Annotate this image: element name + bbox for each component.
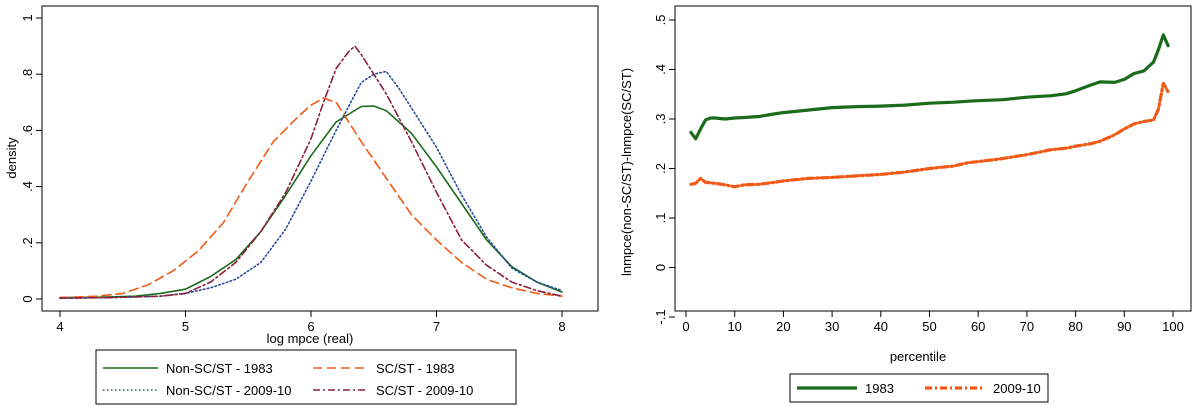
right-x-tick-label: 50 [922,319,936,334]
left-series-group [59,45,563,300]
left-legend-label: SC/ST - 1983 [376,361,455,376]
right-legend-label: 2009-10 [993,381,1041,396]
left-y-tick-label: 0 [20,295,35,302]
right-x-tick-label: 60 [971,319,985,334]
left-y-tick-label: .6 [20,125,35,136]
left-y-axis-label: density [4,137,19,179]
right-x-axis-label: percentile [890,349,946,364]
left-legend: Non-SC/ST - 1983 SC/ST - 1983 Non-SC/ST - … [95,349,517,405]
right-y-tick-label: .1 [653,213,668,224]
right-y-tick-label: .3 [653,114,668,125]
left-x-tick-label: 8 [558,319,565,334]
right-x-tick-label: 30 [825,319,839,334]
left-x-axis-label: log mpce (real) [267,331,354,346]
right-plot-frame [674,5,1192,312]
right-x-tick-label: 40 [874,319,888,334]
right-y-axis-label: lnmpce(non-SC/ST)-lnmpce(SC/ST) [619,68,634,276]
right-x-tick-label: 80 [1068,319,1082,334]
right-y-tick-label: .5 [653,15,668,26]
left-x-tick-label: 7 [433,319,440,334]
right-series-line-2 [689,81,1170,189]
left-legend-label: Non-SC/ST - 1983 [166,361,273,376]
right-legend: 1983 2009-10 [789,373,1049,403]
right-x-tick-label: 100 [1162,319,1184,334]
left-axes: 4 5 6 7 8 0 .2 .4 .6 .8 1 [20,14,566,334]
right-axes: 0 10 20 30 40 50 60 70 80 90 100 -.1 0 .1 .2 .3 .4 .5 [653,15,1184,334]
left-legend-label: Non-SC/ST - 2009-10 [166,383,292,398]
right-y-tick-label: .2 [653,163,668,174]
left-series-line-1 [59,105,563,299]
right-x-tick-label: 20 [776,319,790,334]
right-y-tick-label: 0 [653,264,668,271]
right-x-tick-label: 10 [727,319,741,334]
left-legend-box [95,349,517,405]
left-density-chart: 4 5 6 7 80.2.4.6.81 log mpce (real) density … [4,5,599,405]
right-x-tick-label: 70 [1020,319,1034,334]
left-y-tick-label: .4 [20,181,35,192]
left-series-line-2 [59,97,563,299]
left-y-tick-label: .2 [20,237,35,248]
right-x-tick-label: 90 [1117,319,1131,334]
right-series-line-1 [689,33,1170,141]
right-y-tick-label: -.1 [653,309,668,324]
left-legend-label: SC/ST - 2009-10 [376,383,473,398]
left-x-tick-label: 4 [56,319,63,334]
left-y-tick-label: .8 [20,69,35,80]
left-series-line-4 [59,45,563,300]
left-y-tick-label: 1 [20,14,35,21]
left-series-line-3 [59,70,563,300]
left-x-tick-label: 5 [182,319,189,334]
right-series-group [689,33,1170,189]
left-x-tick-label: 6 [307,319,314,334]
right-x-tick-label: 0 [682,319,689,334]
left-plot-frame [41,5,599,312]
right-legend-label: 1983 [865,381,894,396]
right-gap-chart: 0 10 20 30 40 50 60 70 80 90 100 -.1 0 .1 .2 .3 .4 .5 per… [619,5,1192,403]
right-y-tick-label: .4 [653,64,668,75]
